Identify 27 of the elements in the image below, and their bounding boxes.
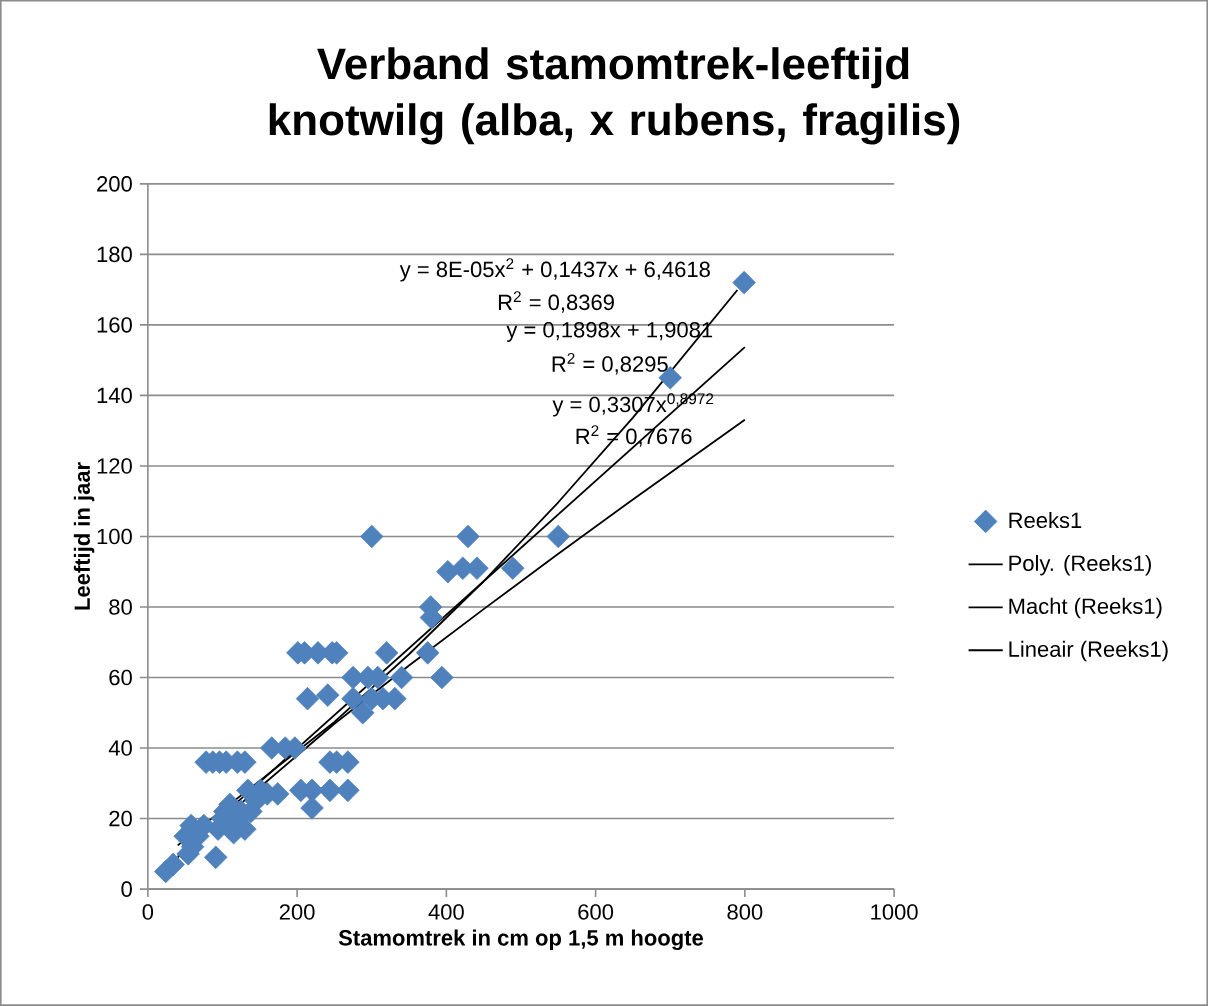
- x-tick-label: 1000: [871, 904, 918, 920]
- legend-label: Poly. (Reeks1): [1009, 554, 1151, 576]
- y-tick-label: 20: [109, 810, 132, 827]
- annotation: R$^{2}$ = 0,8369: [498, 291, 614, 313]
- legend-label: Lineair (Reeks1): [1009, 640, 1168, 662]
- y-tick-label: 40: [108, 740, 132, 756]
- y-axis-title: Leeftijd in jaar: [73, 462, 95, 610]
- x-tick-label: 400: [428, 904, 464, 920]
- x-tick-label: 0: [142, 904, 154, 920]
- y-tick-label: 180: [97, 246, 132, 263]
- y-tick-label: 60: [109, 669, 132, 686]
- y-tick-label: 120: [97, 458, 132, 474]
- x-tick-label: 800: [727, 904, 763, 920]
- legend-label: Macht (Reeks1): [1009, 597, 1162, 619]
- y-tick-label: 200: [97, 176, 132, 192]
- annotation: R$^{2}$ = 0,8295: [552, 352, 668, 375]
- x-tick-label: 200: [279, 904, 315, 920]
- annotation: y = 8E-05x$^{2}$ + 0,1437x + 6,4618: [399, 258, 710, 282]
- y-tick-label: 0: [121, 881, 132, 897]
- chart-title: Verband stamomtrek-leeftijd knotwilg (alba, x rubens, fragilis): [269, 47, 960, 145]
- y-tick-label: 80: [109, 599, 132, 615]
- y-tick-label: 100: [97, 528, 132, 545]
- x-tick-label: 600: [578, 904, 614, 920]
- x-axis-title: Stamomtrek in cm op 1,5 m hoogte: [338, 929, 704, 951]
- y-tick-label: 160: [97, 317, 132, 333]
- y-tick-label: 140: [97, 387, 132, 404]
- legend-label: Reeks1: [1009, 511, 1082, 529]
